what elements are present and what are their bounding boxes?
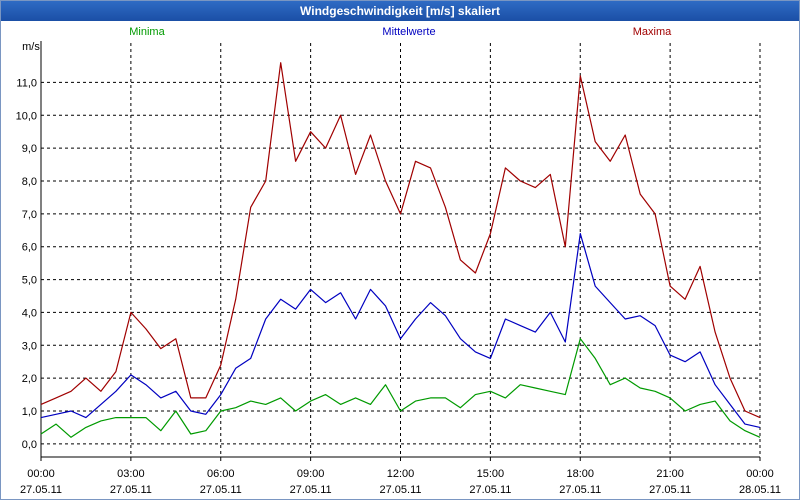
y-tick-label: 9,0: [22, 143, 37, 155]
y-tick-label: 3,0: [22, 340, 37, 352]
x-tick-date-label: 27.05.11: [559, 484, 601, 496]
x-tick-date-label: 27.05.11: [649, 484, 691, 496]
x-tick-date-label: 27.05.11: [290, 484, 332, 496]
legend-maxima: Maxima: [633, 26, 672, 38]
x-tick-time-label: 12:00: [387, 468, 415, 480]
x-tick-time-label: 09:00: [297, 468, 325, 480]
x-tick-time-label: 15:00: [477, 468, 505, 480]
legend-minima: Minima: [129, 26, 165, 38]
y-tick-label: 7,0: [22, 209, 37, 221]
x-tick-time-label: 18:00: [566, 468, 594, 480]
legend-mittelwerte: Mittelwerte: [382, 26, 435, 38]
y-tick-label: 8,0: [22, 176, 37, 188]
x-tick-date-label: 27.05.11: [110, 484, 152, 496]
x-tick-date-label: 27.05.11: [20, 484, 62, 496]
window-title: Windgeschwindigkeit [m/s] skaliert: [1, 1, 799, 21]
x-tick-labels: 00:00 27.05.11 03:00 27.05.11 06:00 27.05.11 0…: [20, 468, 781, 496]
x-tick-time-label: 00:00: [746, 468, 774, 480]
y-tick-label: 6,0: [22, 242, 37, 254]
x-tick-date-label: 27.05.11: [200, 484, 242, 496]
x-tick-time-label: 21:00: [656, 468, 684, 480]
y-tick-label: 11,0: [16, 77, 37, 89]
series-line-maxima: [40, 62, 761, 419]
y-tick-label: 5,0: [22, 275, 37, 287]
y-tick-labels: 0,0 1,0 2,0 3,0 4,0 5,0 6,0 7,0 8,0 9,0 10,0 11,0: [16, 77, 37, 450]
x-tick-time-label: 00:00: [27, 468, 55, 480]
y-tick-label: 2,0: [22, 373, 37, 385]
series-line-minima: [40, 338, 761, 438]
y-axis-unit-label: m/s: [22, 41, 40, 53]
wind-speed-chart: 0,0 1,0 2,0 3,0 4,0 5,0 6,0 7,0 8,0 9,0 10,0 11,0 0…: [16, 26, 781, 496]
x-tick-time-label: 06:00: [207, 468, 235, 480]
data-series: [40, 62, 761, 438]
x-tick-date-label: 27.05.11: [379, 484, 421, 496]
x-tick-time-label: 03:00: [117, 468, 145, 480]
y-tick-label: 10,0: [16, 110, 37, 122]
y-tick-label: 1,0: [22, 406, 37, 418]
series-line-mittelwerte: [40, 233, 761, 428]
x-tick-date-label: 28.05.11: [739, 484, 781, 496]
y-tick-label: 0,0: [22, 439, 37, 451]
grid-lines: [41, 43, 761, 457]
x-tick-date-label: 27.05.11: [469, 484, 511, 496]
y-tick-label: 4,0: [22, 307, 37, 319]
axes: [40, 41, 761, 461]
